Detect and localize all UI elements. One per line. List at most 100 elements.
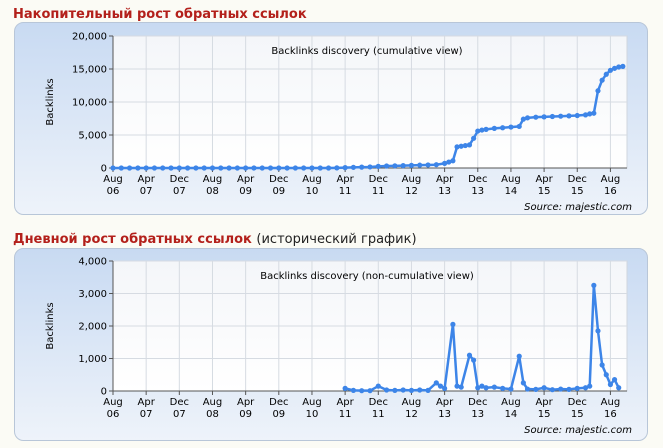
point [533,386,539,392]
x-tick-label-line: Aug [203,174,223,185]
y-tick-label: 2,000 [78,322,107,333]
x-tick-label-line: 06 [107,186,120,197]
x-tick-label-line: 11 [372,186,385,197]
point [176,165,182,171]
point [425,387,431,393]
point [375,383,381,389]
x-tick-label: Aug 10 [302,397,322,420]
point [383,163,390,169]
point [110,165,116,171]
point [611,377,618,383]
x-tick-label: Apr 09 [237,397,255,420]
x-tick-label: Aug 08 [203,397,223,420]
point [276,165,282,171]
point [466,142,473,148]
x-tick-label-line: Dec [468,397,487,408]
x-tick-label-line: Aug [203,397,223,408]
point [471,135,477,141]
point [533,114,539,120]
x-tick-label-line: Dec [369,174,388,185]
point [417,162,423,168]
point [574,385,580,391]
point [479,383,485,389]
x-tick-label: Dec 09 [269,174,288,197]
x-tick-label-line: 12 [405,186,418,197]
point [603,372,609,378]
point [143,165,149,171]
point [541,385,547,391]
y-tick-label: 0 [101,164,107,175]
x-tick-label: Apr 13 [436,397,454,420]
point [185,165,191,171]
point [454,144,460,150]
x-tick-label: Dec 13 [468,174,487,197]
point [520,380,526,386]
chart-title: Backlinks discovery (non-cumulative view… [260,271,474,282]
point [599,77,605,83]
x-tick-label-line: 11 [372,409,385,420]
point [454,383,460,389]
x-tick-label-line: 12 [405,409,418,420]
x-tick-label-line: 13 [438,186,451,197]
y-tick-label: 0 [101,387,107,398]
x-tick-label: Dec 11 [369,174,388,197]
point [135,165,141,171]
point [160,165,166,171]
x-tick-label: Dec 15 [568,397,587,420]
point [284,165,290,171]
point [475,385,481,391]
point [591,110,597,116]
x-tick-label: Dec 09 [269,397,288,420]
x-tick-label-line: Apr [535,397,553,408]
point [193,165,199,171]
x-tick-label-line: 13 [471,186,484,197]
point [483,126,489,132]
point [383,387,390,393]
point [500,125,506,131]
point [446,159,452,165]
x-tick-label: Apr 11 [336,397,354,420]
point [458,143,464,149]
point [458,384,464,390]
point [325,165,332,171]
point [359,388,365,394]
point [541,114,547,120]
point [611,65,618,71]
x-tick-label: Aug 06 [103,397,123,420]
x-tick-label-line: 15 [538,409,551,420]
heading-title: Дневной рост обратных ссылок [13,232,252,247]
point [508,124,514,130]
point [574,112,580,119]
point [259,165,265,171]
x-tick-label-line: 14 [505,186,518,197]
point [425,162,431,168]
point [582,112,589,118]
x-tick-label: Dec 07 [170,397,189,420]
x-tick-label-line: 10 [306,186,319,197]
point [442,385,448,391]
x-tick-label-line: Dec [170,174,189,185]
point [466,352,473,358]
point [301,165,307,171]
point [491,384,497,390]
x-tick-label-line: Aug [501,397,521,408]
x-tick-label-line: 09 [239,409,252,420]
point [549,387,555,393]
x-tick-label-line: Aug [302,397,322,408]
x-tick-label: Apr 13 [436,174,454,197]
x-tick-label-line: Aug [402,397,422,408]
point [118,165,124,171]
x-tick-label-line: Aug [501,174,521,185]
x-tick-label: Apr 11 [336,174,354,197]
x-tick-label-line: 14 [505,409,518,420]
point [508,386,514,392]
point [475,128,481,134]
x-tick-label-line: Apr [436,397,454,408]
point [437,383,444,389]
y-tick-label: 3,000 [78,289,107,300]
point [408,162,415,168]
x-tick-label: Apr 15 [535,174,553,197]
point [516,353,522,359]
x-tick-label: Aug 06 [103,174,123,197]
